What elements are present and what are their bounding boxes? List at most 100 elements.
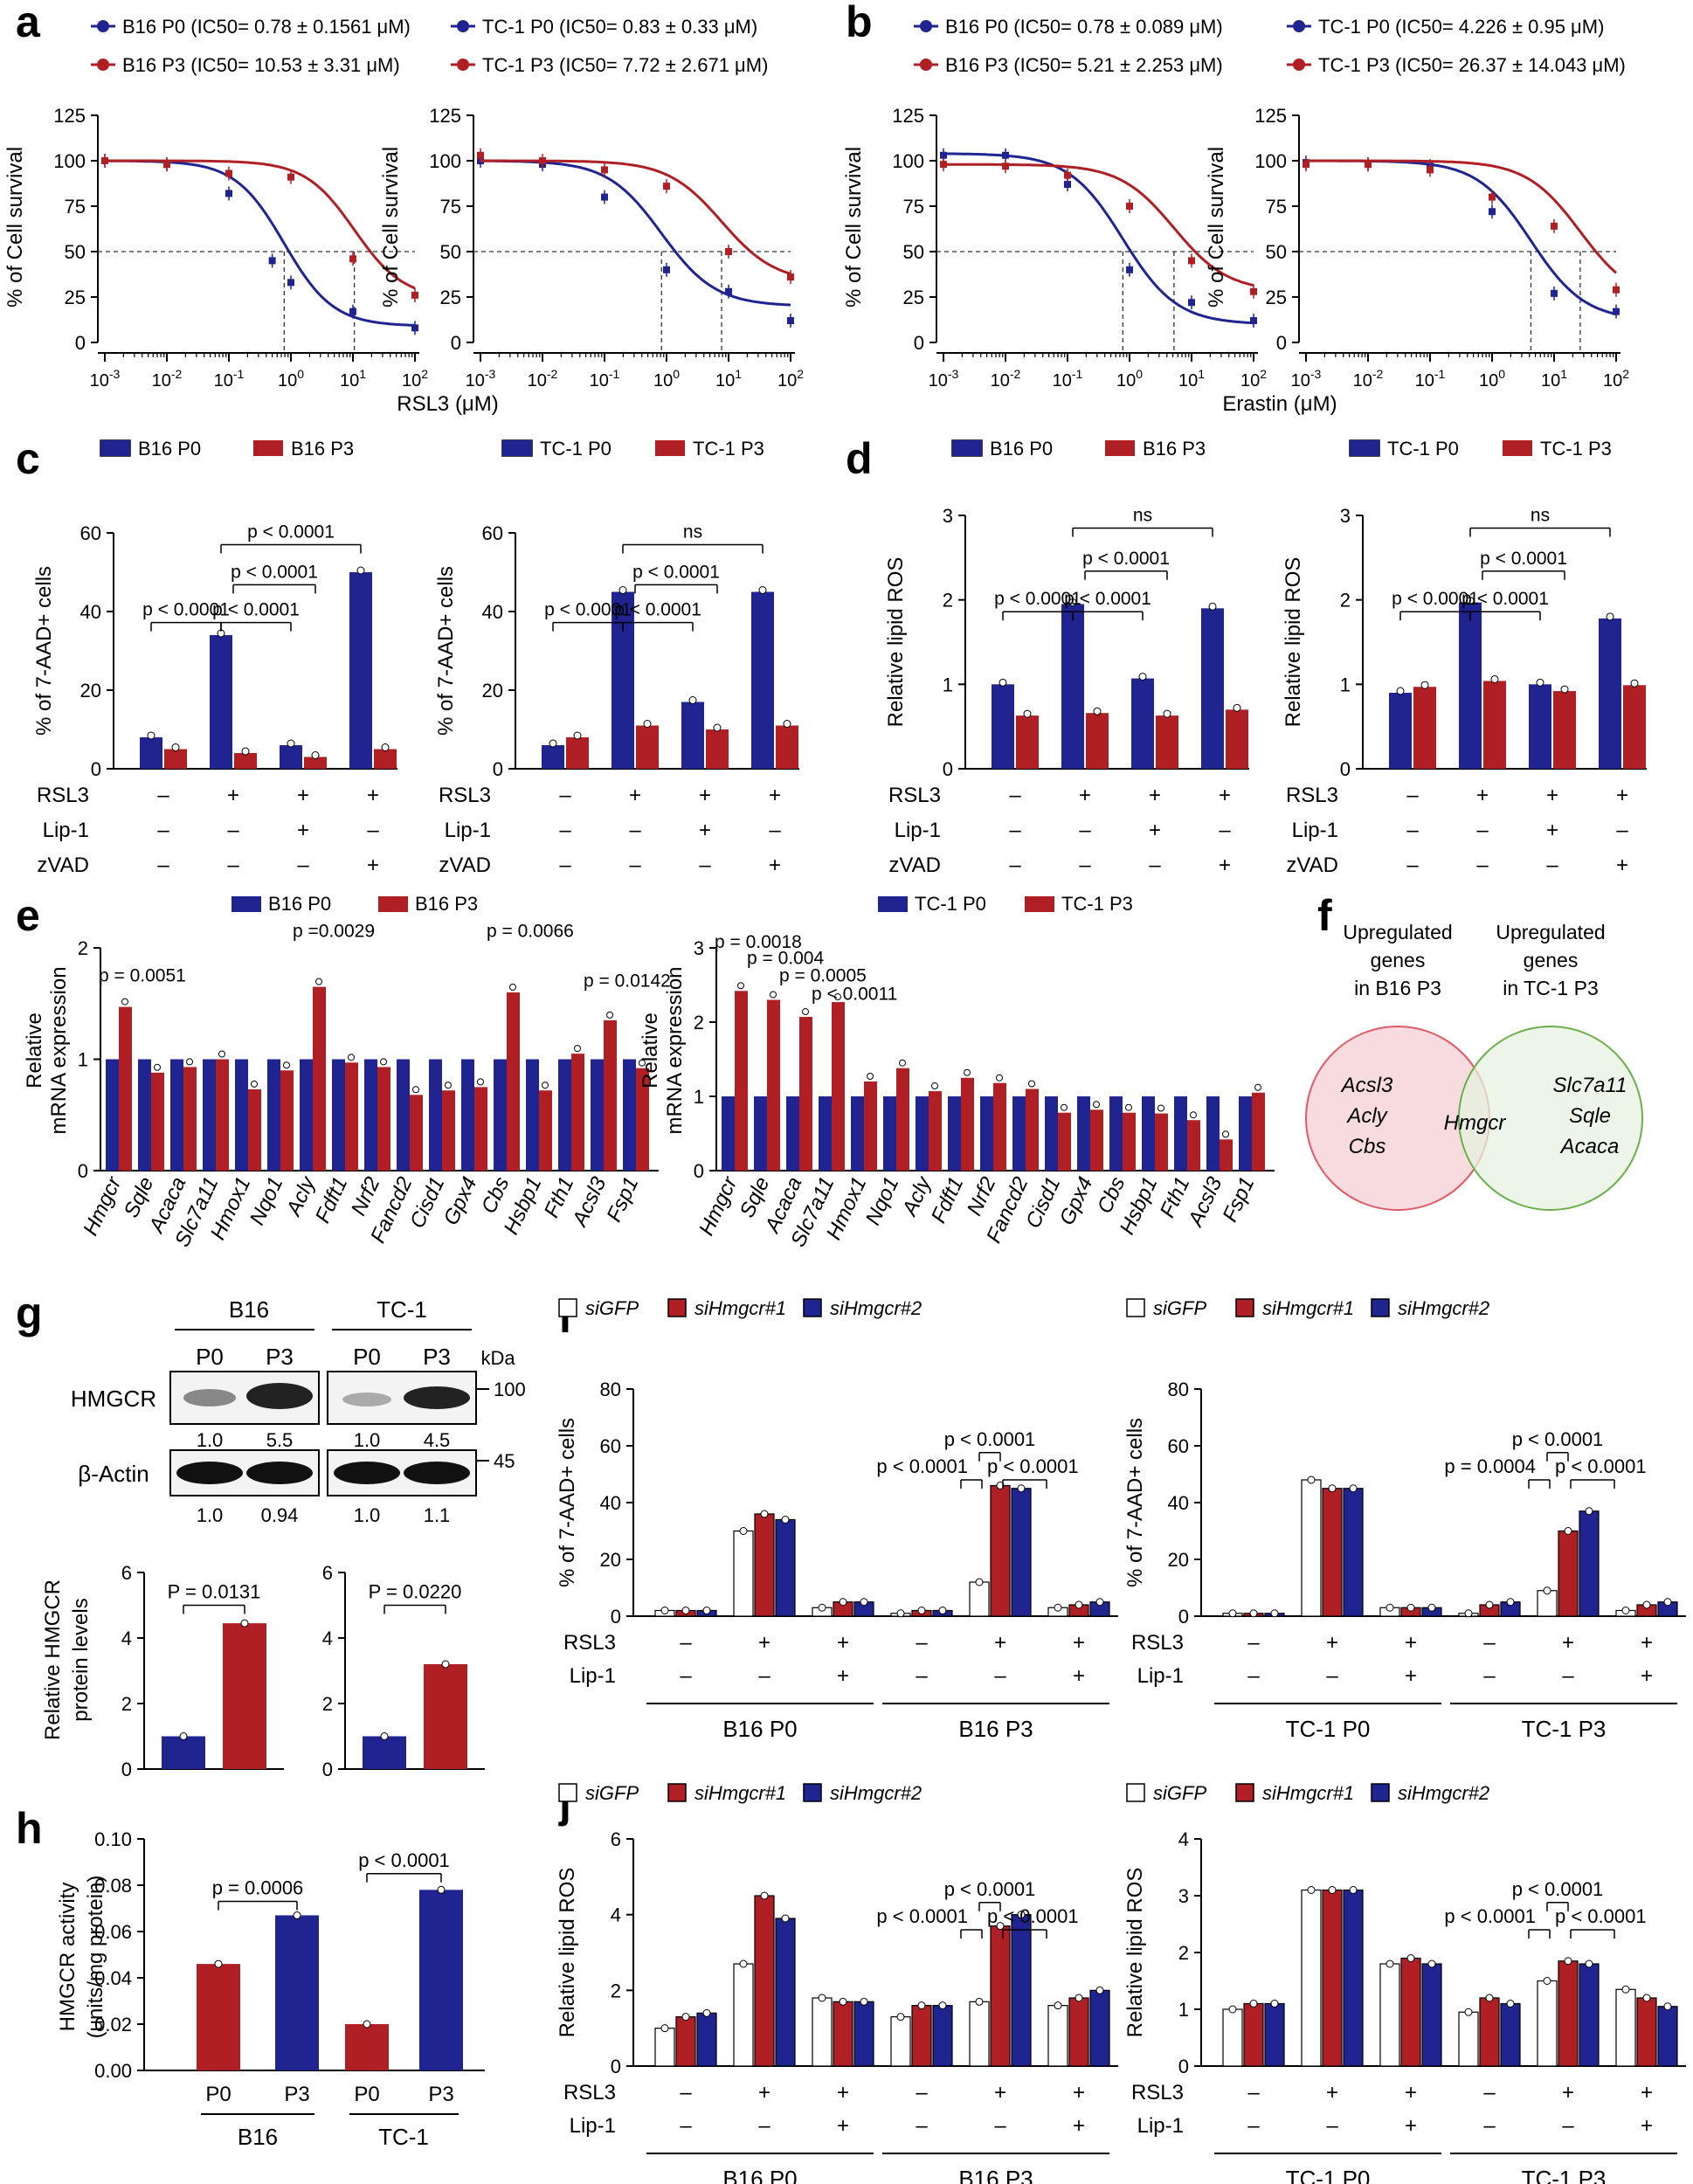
bar-p3 xyxy=(216,1059,229,1171)
quant-label: 5.5 xyxy=(266,1429,294,1451)
y-tick-label: 2 xyxy=(1340,590,1351,612)
y-tick-label: 125 xyxy=(429,105,461,127)
y-axis-label: % of Cell survival xyxy=(379,147,403,308)
dot xyxy=(1028,1080,1035,1088)
sign: + xyxy=(1073,2114,1085,2138)
bar xyxy=(990,1925,1011,2067)
y-tick-label: 125 xyxy=(1254,105,1287,127)
dot xyxy=(380,1058,387,1066)
dot xyxy=(573,731,582,740)
group-label: B16 P3 xyxy=(958,1716,1033,1742)
dot xyxy=(702,2008,711,2017)
y-tick-label: 3 xyxy=(1178,1885,1189,1907)
sign: + xyxy=(1073,1631,1085,1655)
venn-shared-gene: Hmgcr xyxy=(1444,1111,1507,1135)
legend-swatch xyxy=(1126,1298,1145,1317)
bar-p3 xyxy=(474,1087,487,1171)
bar-p0 xyxy=(1142,1096,1155,1171)
band xyxy=(404,1386,470,1409)
bar-p3 xyxy=(929,1091,942,1171)
dot xyxy=(1163,709,1171,718)
sign: – xyxy=(769,819,781,842)
venn-left-gene: Cbs xyxy=(1349,1135,1386,1158)
dot xyxy=(1061,1103,1068,1111)
y-tick-label: 2 xyxy=(694,1012,704,1033)
dot xyxy=(381,743,390,751)
sign: – xyxy=(916,1664,928,1688)
bar xyxy=(990,1484,1011,1617)
bar-p3 xyxy=(442,1090,455,1171)
x-tick-label: 100 xyxy=(653,367,680,390)
sign: + xyxy=(1641,1664,1653,1688)
bar xyxy=(1343,1488,1364,1617)
sign: – xyxy=(629,819,641,842)
bar-p3 xyxy=(1553,691,1576,769)
dot xyxy=(770,991,777,999)
bar-p0 xyxy=(235,1059,248,1171)
gene-label: Fdft1 xyxy=(927,1173,969,1227)
y-tick-label: 4 xyxy=(121,1628,132,1649)
bar xyxy=(1615,1988,1636,2067)
fit-curve-1 xyxy=(480,159,791,275)
bar xyxy=(197,1964,240,2070)
legend-label: siHmgcr#1 xyxy=(1262,1782,1354,1804)
legend-label: siHmgcr#2 xyxy=(1398,1782,1489,1804)
venn-right-gene: Sqle xyxy=(1569,1104,1611,1128)
dot xyxy=(121,998,128,1006)
bar xyxy=(911,2005,932,2067)
group-label: B16 xyxy=(238,2124,278,2150)
bar xyxy=(345,2024,389,2070)
dot xyxy=(1506,1598,1515,1607)
bar-p3 xyxy=(539,1090,552,1171)
group-label: B16 xyxy=(229,1296,269,1323)
legend-swatch-p0 xyxy=(1350,440,1379,456)
legend-swatch-p0 xyxy=(502,440,532,456)
dot xyxy=(412,1086,419,1094)
sign: + xyxy=(994,2081,1006,2105)
sign: – xyxy=(559,784,571,807)
y-tick-label: 2 xyxy=(121,1693,132,1715)
bar xyxy=(1301,1479,1322,1617)
sign: – xyxy=(916,2114,928,2138)
dot xyxy=(1023,709,1032,718)
sign: + xyxy=(769,784,781,807)
sign: – xyxy=(1149,854,1161,877)
bar xyxy=(675,2016,696,2067)
bar-p3 xyxy=(280,1070,294,1171)
sign: – xyxy=(1483,2081,1496,2105)
legend-a-0-marker xyxy=(97,20,109,32)
sign: – xyxy=(1079,854,1091,877)
venn-right-gene: Acaca xyxy=(1559,1135,1620,1158)
dot xyxy=(1485,1600,1494,1609)
venn-right-title: in TC-1 P3 xyxy=(1503,977,1599,999)
bar-p0 xyxy=(754,1096,767,1171)
y-tick-label: 125 xyxy=(53,105,86,127)
sign: + xyxy=(994,1631,1006,1655)
bracket-4-label: ns xyxy=(1531,506,1550,526)
bar xyxy=(969,2001,990,2067)
y-axis-label: mRNA expression xyxy=(47,966,71,1134)
y-tick-label: 75 xyxy=(903,196,924,218)
bar-p0 xyxy=(612,591,634,769)
legend-label: siGFP xyxy=(1153,1297,1206,1319)
sign: + xyxy=(1073,2081,1085,2105)
y-tick-label: 0 xyxy=(121,1759,132,1780)
dot xyxy=(315,978,322,985)
dot xyxy=(996,1482,1005,1489)
y-tick-label: 3 xyxy=(694,937,704,959)
dot xyxy=(1606,612,1614,621)
dot xyxy=(760,1891,769,1900)
sign: + xyxy=(367,784,379,807)
dot xyxy=(380,1732,389,1740)
bar xyxy=(812,1997,833,2067)
dot xyxy=(681,2013,690,2022)
bar xyxy=(1264,2002,1285,2067)
y-axis-label: % of Cell survival xyxy=(3,147,27,308)
bracket-3-label: p < 0.0001 xyxy=(1480,549,1567,569)
y-axis-label: % of 7-AAD+ cells xyxy=(1123,1418,1147,1587)
bar-p0 xyxy=(681,702,704,769)
bar-p3 xyxy=(151,1072,164,1171)
dot xyxy=(606,1011,613,1019)
dot xyxy=(348,1054,355,1061)
panel-letter: a xyxy=(16,0,41,46)
